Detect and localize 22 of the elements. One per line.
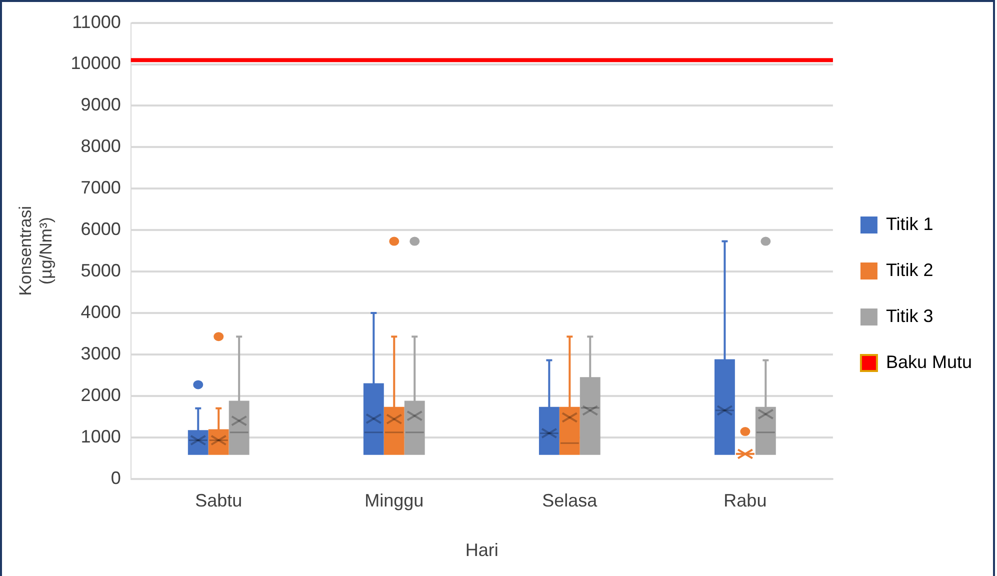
x-tick-label: Sabtu <box>195 490 242 511</box>
y-tick-label: 1000 <box>80 426 121 446</box>
x-tick-label: Rabu <box>724 490 767 511</box>
y-tick-label: 4000 <box>80 302 121 322</box>
y-tick-label: 11000 <box>72 12 121 32</box>
y-tick-label: 7000 <box>80 178 121 198</box>
x-tick-label: Selasa <box>542 490 598 511</box>
y-tick-label: 5000 <box>80 260 121 280</box>
legend-label: Titik 1 <box>886 214 934 234</box>
y-tick-label: 8000 <box>80 136 121 156</box>
y-axis-title: Konsentrasi (µg/Nm³) <box>16 206 56 296</box>
y-tick-label: 10000 <box>70 53 121 74</box>
y-tick-label: 2000 <box>80 384 121 405</box>
y-tick-label: 9000 <box>80 94 121 115</box>
legend-label: Titik 2 <box>886 260 934 280</box>
y-tick-label: 3000 <box>80 343 121 364</box>
x-axis-title: Hari <box>465 540 498 560</box>
legend-label: Titik 3 <box>886 306 934 326</box>
x-tick-label: Minggu <box>364 490 424 511</box>
y-tick-label: 6000 <box>80 219 121 240</box>
y-tick-label: 0 <box>110 468 121 488</box>
legend-label: Baku Mutu <box>886 352 972 372</box>
